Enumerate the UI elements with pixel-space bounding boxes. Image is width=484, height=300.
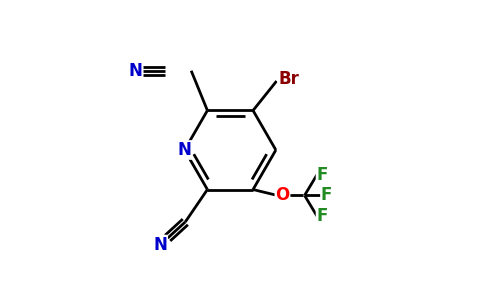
Text: N: N [153,236,167,253]
Text: Br: Br [278,70,299,88]
Text: F: F [321,186,333,204]
Text: F: F [317,207,328,225]
Text: O: O [275,186,289,204]
Text: N: N [178,141,192,159]
Text: F: F [317,166,328,184]
Text: N: N [128,62,142,80]
